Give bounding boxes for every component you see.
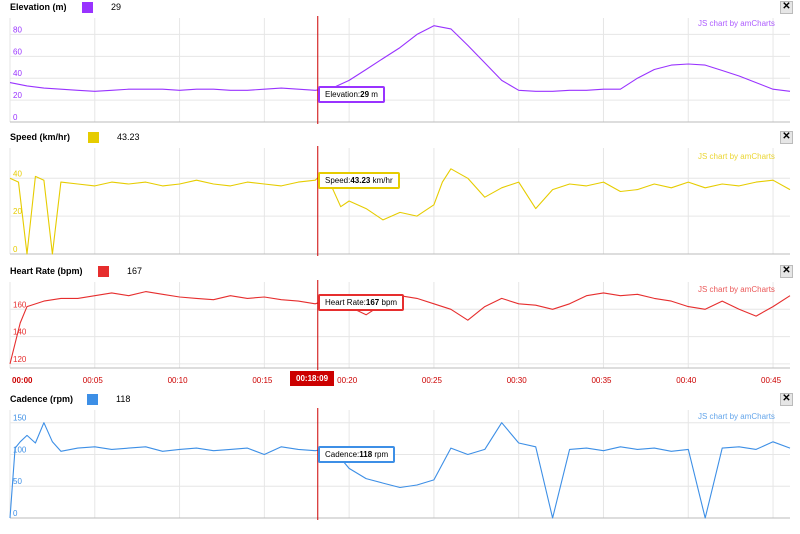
speed-plot[interactable]: 0 20 40 (0, 146, 800, 256)
y-tick-label-3-150: 150 (13, 414, 27, 423)
speed-legend-swatch[interactable] (88, 132, 99, 143)
elevation-legend-swatch[interactable] (82, 2, 93, 13)
elevation-title: Elevation (m) (10, 2, 67, 12)
cadence-panel: Cadence (rpm) 118 ✕ 0 50 100 150 JS chart b… (0, 392, 800, 534)
cadence-balloon-unit: rpm (374, 450, 389, 459)
speed-title: Speed (km/hr) (10, 132, 71, 142)
cadence-plot[interactable]: 0 50 100 150 (0, 408, 800, 520)
speed-credit[interactable]: JS chart by amCharts (698, 152, 775, 161)
cadence-header: Cadence (rpm) 118 ✕ (0, 392, 800, 408)
series-line-Elevation (m)[interactable] (9, 25, 791, 92)
x-tick-label: 00:10 (167, 376, 188, 385)
speed-balloon-unit: km/hr (372, 176, 393, 185)
x-tick-label: 00:15 (252, 376, 273, 385)
speed-legend-value: 43.23 (117, 132, 140, 142)
elevation-panel: Elevation (m) 29 ✕ 0 20 40 60 80 JS chart by… (0, 0, 800, 130)
y-tick-label-0-80: 80 (13, 25, 22, 34)
cadence-balloon: Cadence:118 rpm (318, 446, 396, 463)
cadence-balloon-label: Cadence: (325, 450, 360, 459)
x-tick-label: 00:00 (12, 376, 33, 385)
y-tick-label-2-140: 140 (13, 328, 27, 337)
x-tick-label: 00:05 (82, 376, 103, 385)
speed-balloon-value: 43.23 (350, 176, 371, 185)
cadence-legend-value: 118 (116, 394, 131, 404)
x-tick-label: 00:25 (421, 376, 442, 385)
cursor-time-badge: 00:18:09 (290, 371, 335, 386)
x-tick-label: 00:40 (676, 376, 697, 385)
elevation-credit[interactable]: JS chart by amCharts (698, 19, 775, 28)
heartrate-balloon-unit: bpm (381, 298, 398, 307)
y-tick-label-3-50: 50 (13, 477, 22, 486)
elevation-header: Elevation (m) 29 ✕ (0, 0, 800, 16)
speed-panel: Speed (km/hr) 43.23 ✕ 0 20 40 JS chart by … (0, 130, 800, 260)
y-tick-label-0-40: 40 (13, 69, 22, 78)
cadence-legend-swatch[interactable] (87, 394, 98, 405)
y-tick-label-1-0: 0 (13, 245, 18, 254)
elevation-balloon: Elevation:29 m (318, 86, 385, 103)
speed-balloon: Speed:43.23 km/hr (318, 172, 400, 189)
heartrate-title: Heart Rate (bpm) (10, 266, 83, 276)
x-tick-label: 00:30 (506, 376, 527, 385)
speed-header: Speed (km/hr) 43.23 ✕ (0, 130, 800, 146)
y-tick-label-0-60: 60 (13, 47, 22, 56)
x-tick-label: 00:20 (337, 376, 358, 385)
elevation-balloon-value: 29 (360, 90, 370, 99)
cadence-credit[interactable]: JS chart by amCharts (698, 412, 775, 421)
elevation-balloon-label: Elevation: (325, 90, 361, 99)
y-tick-label-3-0: 0 (13, 509, 18, 518)
y-tick-label-0-0: 0 (13, 113, 18, 122)
series-line-Cadence (rpm)[interactable] (9, 422, 791, 519)
y-tick-label-0-20: 20 (13, 91, 22, 100)
y-tick-label-2-160: 160 (13, 300, 27, 309)
time-axis: 00:00 00:05 00:10 00:15 00:20 00:25 00:30 00:35… (0, 370, 800, 388)
elevation-close-button[interactable]: ✕ (780, 1, 793, 14)
heartrate-balloon-value: 167 (365, 298, 380, 307)
cadence-balloon-value: 118 (359, 450, 373, 459)
heartrate-panel: Heart Rate (bpm) 167 ✕ 120 140 160 JS char… (0, 264, 800, 390)
cadence-title: Cadence (rpm) (10, 394, 74, 404)
elevation-legend-value: 29 (111, 2, 122, 12)
heartrate-balloon-label: Heart Rate: (325, 298, 366, 307)
y-tick-label-3-100: 100 (13, 445, 27, 454)
heartrate-header: Heart Rate (bpm) 167 ✕ (0, 264, 800, 280)
elevation-plot[interactable]: 0 20 40 60 80 (0, 16, 800, 124)
cadence-close-button[interactable]: ✕ (780, 393, 793, 406)
speed-close-button[interactable]: ✕ (780, 131, 793, 144)
speed-balloon-label: Speed: (325, 176, 351, 185)
series-line-Speed (km/hr)[interactable] (9, 168, 791, 255)
heartrate-balloon: Heart Rate:167 bpm (318, 294, 405, 311)
x-tick-label: 00:35 (591, 376, 612, 385)
heartrate-close-button[interactable]: ✕ (780, 265, 793, 278)
y-tick-label-1-40: 40 (13, 169, 22, 178)
heartrate-legend-value: 167 (127, 266, 143, 276)
heartrate-credit[interactable]: JS chart by amCharts (698, 285, 775, 294)
x-tick-label: 00:45 (761, 376, 782, 385)
y-tick-label-1-20: 20 (13, 207, 22, 216)
y-tick-label-2-120: 120 (13, 355, 27, 364)
heartrate-legend-swatch[interactable] (98, 266, 109, 277)
elevation-balloon-unit: m (371, 90, 378, 99)
